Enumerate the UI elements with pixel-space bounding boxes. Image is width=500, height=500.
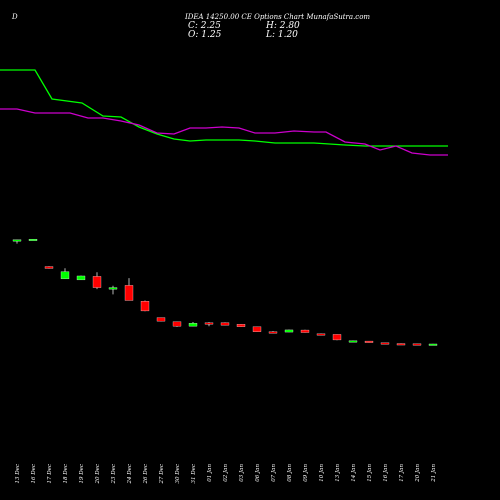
moving-average-line-green (0, 69, 448, 147)
candle-body (396, 343, 406, 346)
candle-body (348, 340, 358, 343)
chart-title: IDEA 14250.00 CE Options Chart MunafaSut… (185, 13, 371, 21)
x-tick-label: 17 Dec (47, 464, 53, 484)
high-value: H: 2.80 (266, 21, 300, 31)
x-tick-label: 14 Jan (351, 464, 357, 482)
candle-body (268, 331, 278, 334)
candle-body (108, 287, 118, 290)
candle-body (380, 342, 390, 345)
low-value: L: 1.20 (266, 30, 298, 40)
candle-body (428, 343, 438, 346)
candle-body (124, 285, 134, 301)
candle-body (76, 275, 86, 281)
candle-body (252, 326, 262, 332)
x-tick-label: 16 Dec (31, 464, 37, 484)
close-value: C: 2.25 (188, 21, 221, 31)
candle-body (412, 343, 422, 346)
candle-body (364, 340, 374, 343)
candle-body (140, 301, 150, 312)
x-tick-label: 15 Jan (367, 464, 373, 482)
x-tick-label: 27 Dec (159, 464, 165, 485)
x-tick-label: 03 Jan (239, 464, 245, 482)
x-tick-label: 21 Jan (431, 464, 437, 483)
candle-body (60, 271, 70, 280)
x-tick-label: 13 Jan (335, 464, 341, 482)
x-tick-label: 08 Jan (287, 464, 293, 482)
x-tick-label: 23 Dec (111, 464, 117, 485)
candle-body (284, 329, 294, 333)
x-tick-label: 18 Dec (63, 464, 69, 484)
x-tick-label: 31 Dec (191, 464, 197, 484)
x-tick-label: 30 Dec (175, 464, 181, 484)
candle-body (156, 317, 166, 322)
candle-body (92, 276, 102, 288)
x-tick-label: 10 Jan (319, 464, 325, 482)
candle-body (28, 238, 38, 241)
candle-body (220, 322, 230, 326)
x-tick-label: 02 Jan (223, 464, 229, 482)
x-tick-label: 16 Jan (383, 464, 389, 482)
x-tick-label: 01 Jan (207, 464, 213, 482)
candle-body (300, 329, 310, 333)
candle-body (316, 333, 326, 336)
candle-body (12, 239, 22, 242)
x-tick-label: 19 Dec (79, 464, 85, 484)
x-tick-label: 17 Jan (399, 464, 405, 482)
x-tick-label: 06 Jan (255, 464, 261, 482)
x-tick-label: 24 Dec (127, 464, 133, 485)
moving-average-line-magenta (0, 108, 448, 156)
candle-body (44, 266, 54, 269)
site-logo-letter: D (12, 13, 18, 21)
x-tick-label: 13 Dec (15, 464, 21, 484)
x-tick-label: 20 Jan (415, 464, 421, 483)
open-value: O: 1.25 (188, 30, 222, 40)
x-tick-label: 26 Dec (143, 464, 149, 485)
candle-body (236, 324, 246, 327)
candle-body (172, 321, 182, 327)
candle-body (188, 323, 198, 327)
x-tick-label: 20 Dec (95, 464, 101, 485)
candle-body (204, 322, 214, 325)
x-tick-label: 07 Jan (271, 464, 277, 482)
x-tick-label: 09 Jan (303, 464, 309, 482)
candle-body (332, 334, 342, 341)
